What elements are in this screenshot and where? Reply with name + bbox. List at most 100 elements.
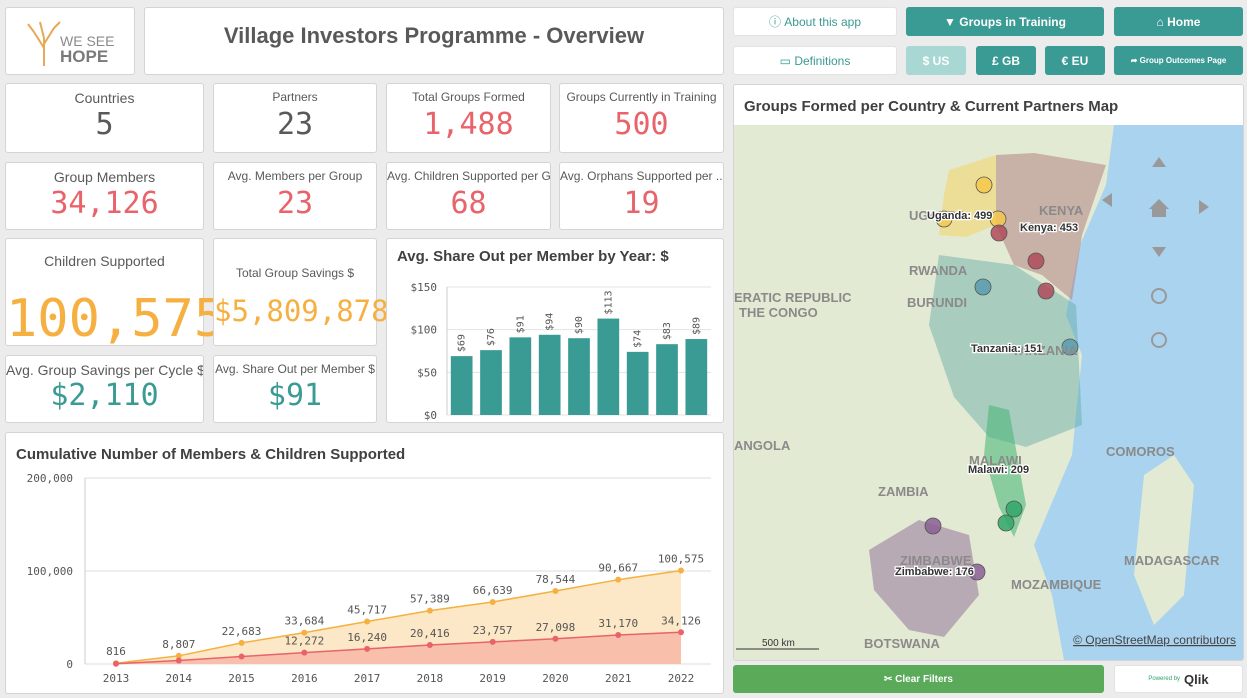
powered-by: Powered by [1148, 676, 1181, 682]
country-value: Kenya: 453 [1020, 222, 1078, 234]
uganda-region [939, 155, 996, 237]
data-label: 34,126 [661, 614, 701, 627]
partner-point [975, 176, 993, 194]
map-controls [1102, 157, 1209, 348]
country-label: BURUNDI [907, 295, 967, 310]
y-tick-label: $150 [411, 281, 438, 294]
point [678, 629, 684, 636]
point [489, 638, 496, 645]
tanzania-region [929, 255, 1082, 447]
eur-button[interactable]: € EU [1045, 46, 1105, 75]
bar [626, 351, 649, 415]
kpi-card: Avg. Orphans Supported per ... 19 [559, 162, 724, 230]
kpi-card: Children Supported 100,575 [5, 238, 226, 349]
point [552, 587, 559, 594]
data-label: 33,684 [284, 615, 324, 628]
partner-point [974, 278, 992, 296]
groups-training-button[interactable]: ▼ Groups in Training [906, 7, 1104, 36]
pan-down[interactable] [1152, 247, 1166, 257]
about-button[interactable]: ⓘ About this app [733, 7, 897, 36]
kpi-value: 1,488 [423, 107, 514, 142]
kpi-card: Avg. Group Savings per Cycle $ $2,110 [5, 355, 204, 423]
label: Clear Filters [895, 673, 953, 685]
label: € EU [1061, 53, 1089, 68]
kpi-value: 100,575 [6, 289, 226, 349]
point [238, 639, 245, 646]
point [678, 567, 684, 574]
country-label: MALAWI [969, 453, 1022, 468]
home-button[interactable]: ⌂ Home [1114, 7, 1243, 36]
kpi-card: Total Groups Formed 1,488 [386, 83, 551, 153]
gbp-button[interactable]: £ GB [976, 46, 1036, 75]
definitions-button[interactable]: ▭ Definitions [733, 46, 897, 75]
kpi-card: Partners 23 [213, 83, 377, 153]
kpi-card: Avg. Children Supported per G... 68 [386, 162, 551, 230]
usd-button[interactable]: $ US [906, 46, 966, 75]
data-label: 816 [106, 645, 126, 658]
kpi-label: Group Members [53, 169, 156, 185]
line [115, 631, 682, 665]
point [489, 599, 496, 606]
point [615, 632, 622, 639]
home-control[interactable] [1149, 199, 1169, 217]
data-label: $94 [545, 313, 556, 331]
kpi-label: Avg. Orphans Supported per ... [560, 169, 723, 183]
label: Group Outcomes Page [1139, 56, 1227, 65]
bar [597, 318, 620, 415]
pan-right[interactable] [1199, 200, 1209, 214]
kpi-card: Avg. Members per Group 23 [213, 162, 377, 230]
partner-point [968, 563, 986, 581]
partner-point [924, 517, 942, 535]
kpi-label: Avg. Group Savings per Cycle $ [6, 362, 203, 378]
pan-left[interactable] [1102, 193, 1112, 207]
group-outcomes-button[interactable]: ➦ Group Outcomes Page [1114, 46, 1243, 75]
kpi-card: Countries 5 [5, 83, 204, 153]
attribution[interactable]: © OpenStreetMap contributors [1073, 633, 1236, 647]
point [175, 657, 182, 664]
clear-filters-button[interactable]: ✂ Clear Filters [733, 665, 1104, 693]
bar [685, 339, 708, 415]
kpi-card: Group Members 34,126 [5, 162, 204, 230]
country-label: ZAMBIA [878, 484, 929, 499]
data-label: $69 [457, 334, 468, 352]
y-tick-label: $0 [424, 409, 437, 422]
partner-point [990, 224, 1008, 242]
country-label: THE CONGO [739, 305, 818, 320]
x-tick-label: 2022 [668, 672, 695, 685]
title-card: Village Investors Programme - Overview [144, 7, 724, 75]
label: £ GB [991, 53, 1020, 68]
pan-up[interactable] [1152, 157, 1166, 167]
point [175, 652, 182, 659]
kpi-value: 34,126 [50, 186, 159, 221]
country-label: BOTSWANA [864, 636, 940, 651]
kpi-value: 19 [623, 186, 660, 221]
x-tick-label: 2016 [291, 672, 318, 685]
zoom-out[interactable] [1151, 332, 1167, 348]
qlik-logo: Qlik [1184, 671, 1209, 687]
point [113, 660, 119, 667]
kpi-label: Avg. Members per Group [227, 169, 363, 183]
map-title: Groups Formed per Country & Current Part… [744, 98, 1118, 115]
x-tick-label: 2020 [542, 672, 569, 685]
country-label: ZIMBABWE [900, 553, 972, 568]
bar [568, 338, 590, 415]
kpi-value: $5,809,878 [214, 294, 389, 328]
data-label: $89 [691, 317, 702, 335]
map: Groups Formed per Country & Current Part… [734, 98, 1243, 660]
zoom-in[interactable] [1151, 288, 1167, 304]
bar [450, 356, 473, 415]
bar-chart: Avg. Share Out per Member by Year: $ $0 $… [397, 248, 711, 422]
kpi-value: 500 [614, 107, 669, 142]
country-value: Uganda: 499 [927, 210, 992, 222]
bar [538, 334, 561, 415]
bar [509, 337, 532, 415]
country-label: TANZANIA [1012, 343, 1078, 358]
map-card: Groups Formed per Country & Current Part… [733, 84, 1244, 661]
kpi-label: Countries [74, 90, 135, 106]
label: $ US [922, 53, 950, 68]
label: About this app [784, 14, 862, 29]
label: Home [1167, 14, 1201, 29]
point [364, 618, 371, 625]
x-tick-label: 2021 [605, 672, 632, 685]
